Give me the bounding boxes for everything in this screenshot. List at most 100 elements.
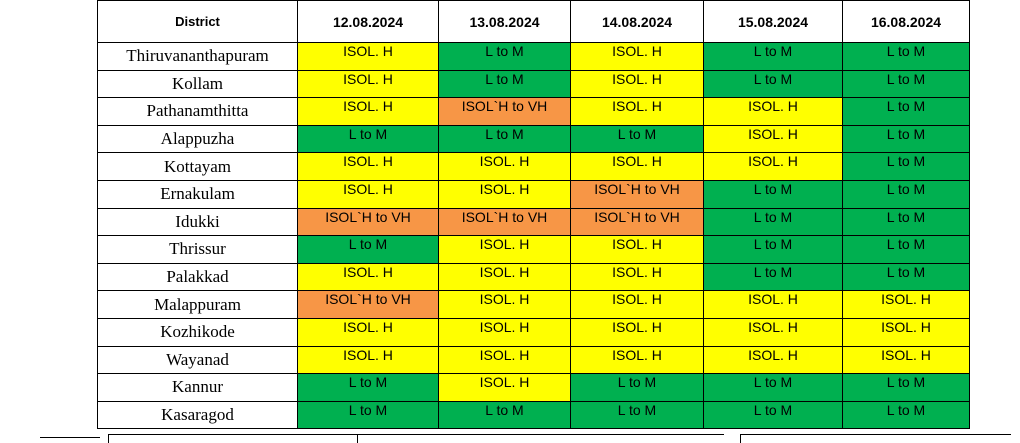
forecast-cell: ISOL. H xyxy=(703,152,843,181)
forecast-cell: ISOL. H xyxy=(297,69,439,99)
district-name: Alappuzha xyxy=(97,124,298,154)
forecast-cell: L to M xyxy=(570,124,704,154)
forecast-cell: L to M xyxy=(570,373,704,402)
district-name: Pathanamthitta xyxy=(97,97,298,126)
forecast-cell: ISOL`H to VH xyxy=(438,207,571,237)
forecast-cell: ISOL. H xyxy=(842,345,970,375)
district-name: Wayanad xyxy=(97,345,298,375)
forecast-cell: ISOL. H xyxy=(297,97,439,126)
rainfall-forecast-table: District 12.08.2024 13.08.2024 14.08.202… xyxy=(97,0,970,430)
forecast-cell: ISOL. H xyxy=(297,152,439,181)
forecast-cell: ISOL. H xyxy=(703,290,843,319)
forecast-cell: ISOL. H xyxy=(570,42,704,71)
forecast-cell: L to M xyxy=(842,262,970,292)
forecast-cell: L to M xyxy=(842,124,970,154)
forecast-cell: L to M xyxy=(842,400,970,430)
forecast-cell: ISOL. H xyxy=(703,317,843,347)
district-name: Thiruvananthapuram xyxy=(97,42,298,71)
forecast-cell: L to M xyxy=(703,400,843,430)
forecast-cell: ISOL. H xyxy=(297,262,439,292)
forecast-cell: L to M xyxy=(570,400,704,430)
forecast-cell: L to M xyxy=(703,69,843,99)
forecast-cell: ISOL. H xyxy=(842,317,970,347)
forecast-cell: ISOL. H xyxy=(297,179,439,209)
district-name: Kozhikode xyxy=(97,317,298,347)
forecast-cell: L to M xyxy=(703,235,843,264)
forecast-cell: ISOL. H xyxy=(703,97,843,126)
forecast-cell: L to M xyxy=(842,152,970,181)
forecast-cell: ISOL`H to VH xyxy=(570,179,704,209)
district-name: Palakkad xyxy=(97,262,298,292)
forecast-cell: L to M xyxy=(297,235,439,264)
forecast-cell: ISOL. H xyxy=(438,345,571,375)
forecast-cell: L to M xyxy=(842,235,970,264)
forecast-cell: ISOL. H xyxy=(438,290,571,319)
bottom-divider xyxy=(40,437,100,438)
forecast-cell: L to M xyxy=(842,179,970,209)
forecast-cell: ISOL. H xyxy=(570,345,704,375)
date-header: 14.08.2024 xyxy=(570,0,704,43)
forecast-cell: ISOL. H xyxy=(438,317,571,347)
forecast-cell: L to M xyxy=(438,69,571,99)
table-row: Wayanad ISOL. H ISOL. H ISOL. H ISOL. H ISOL.… xyxy=(97,345,970,375)
forecast-cell: ISOL. H xyxy=(570,97,704,126)
forecast-cell: L to M xyxy=(703,42,843,71)
table-row: Malappuram ISOL`H to VH ISOL. H ISOL. H ISOL… xyxy=(97,290,970,319)
forecast-cell: ISOL`H to VH xyxy=(570,207,704,237)
table-row: Ernakulam ISOL. H ISOL. H ISOL`H to VH L to … xyxy=(97,179,970,209)
forecast-cell: L to M xyxy=(438,124,571,154)
date-header: 12.08.2024 xyxy=(297,0,439,43)
forecast-cell: ISOL. H xyxy=(570,317,704,347)
forecast-cell: ISOL. H xyxy=(438,373,571,402)
table-row: Kozhikode ISOL. H ISOL. H ISOL. H ISOL. H ISO… xyxy=(97,317,970,347)
forecast-cell: L to M xyxy=(703,207,843,237)
forecast-cell: L to M xyxy=(703,373,843,402)
forecast-cell: ISOL. H xyxy=(438,152,571,181)
forecast-cell: ISOL. H xyxy=(842,290,970,319)
date-header: 16.08.2024 xyxy=(842,0,970,43)
forecast-cell: ISOL. H xyxy=(570,235,704,264)
district-name: Ernakulam xyxy=(97,179,298,209)
forecast-cell: L to M xyxy=(297,124,439,154)
forecast-cell: ISOL. H xyxy=(297,42,439,71)
district-name: Kasaragod xyxy=(97,400,298,430)
forecast-cell: L to M xyxy=(438,400,571,430)
forecast-cell: ISOL. H xyxy=(570,69,704,99)
forecast-cell: L to M xyxy=(438,42,571,71)
forecast-cell: L to M xyxy=(297,373,439,402)
forecast-cell: ISOL. H xyxy=(570,152,704,181)
district-name: Kannur xyxy=(97,373,298,402)
forecast-cell: ISOL`H to VH xyxy=(297,290,439,319)
bottom-table-edge xyxy=(108,434,724,443)
forecast-cell: ISOL. H xyxy=(438,179,571,209)
date-header: 15.08.2024 xyxy=(703,0,843,43)
forecast-cell: L to M xyxy=(842,373,970,402)
forecast-cell: L to M xyxy=(703,262,843,292)
forecast-cell: L to M xyxy=(297,400,439,430)
forecast-cell: L to M xyxy=(703,179,843,209)
table-row: Idukki ISOL`H to VH ISOL`H to VH ISOL`H to … xyxy=(97,207,970,237)
bottom-box-edge xyxy=(740,434,1011,443)
forecast-cell: ISOL. H xyxy=(703,345,843,375)
forecast-cell: L to M xyxy=(842,42,970,71)
district-name: Kottayam xyxy=(97,152,298,181)
district-name: Idukki xyxy=(97,207,298,237)
table-row: Pathanamthitta ISOL. H ISOL`H to VH ISOL. H… xyxy=(97,97,970,126)
forecast-cell: L to M xyxy=(842,69,970,99)
forecast-cell: ISOL. H xyxy=(297,317,439,347)
forecast-cell: ISOL. H xyxy=(703,124,843,154)
forecast-cell: ISOL. H xyxy=(570,290,704,319)
forecast-cell: L to M xyxy=(842,207,970,237)
forecast-cell: ISOL. H xyxy=(297,345,439,375)
district-name: Kollam xyxy=(97,69,298,99)
forecast-cell: ISOL. H xyxy=(438,235,571,264)
forecast-cell: ISOL. H xyxy=(570,262,704,292)
forecast-cell: ISOL. H xyxy=(438,262,571,292)
